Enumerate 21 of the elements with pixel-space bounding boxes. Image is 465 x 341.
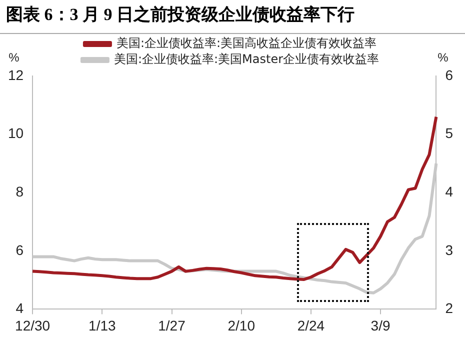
x-tick-label: 2/24 — [297, 317, 325, 334]
y2-tick-label: 2 — [445, 300, 454, 316]
y2-tick-label: 5 — [445, 125, 454, 142]
x-tick-label: 1/13 — [88, 317, 116, 334]
y2-tick-label: 3 — [445, 242, 454, 258]
legend-label: 美国:企业债收益率:美国高收益企业债有效收益率 — [116, 36, 377, 50]
legend-label: 美国:企业债收益率:美国Master企业债有效收益率 — [114, 52, 380, 66]
x-tick-label: 12/30 — [15, 317, 50, 334]
chart-title: 图表 6：3 月 9 日之前投资级企业债收益率下行 — [0, 0, 465, 34]
y2-tick-label: 4 — [445, 183, 454, 200]
y-axis-title: % — [8, 50, 20, 64]
y-tick-label: 8 — [16, 183, 24, 200]
y-tick-label: 12 — [8, 66, 24, 83]
y2-tick-label: 6 — [445, 66, 454, 83]
y-tick-label: 6 — [16, 242, 24, 258]
x-tick-label: 3/9 — [370, 317, 390, 334]
y-tick-label: 4 — [16, 300, 24, 316]
y2-axis-title: % — [438, 50, 449, 64]
y-tick-label: 10 — [8, 125, 24, 142]
x-tick-label: 2/10 — [228, 317, 256, 334]
x-tick-label: 1/27 — [158, 317, 186, 334]
